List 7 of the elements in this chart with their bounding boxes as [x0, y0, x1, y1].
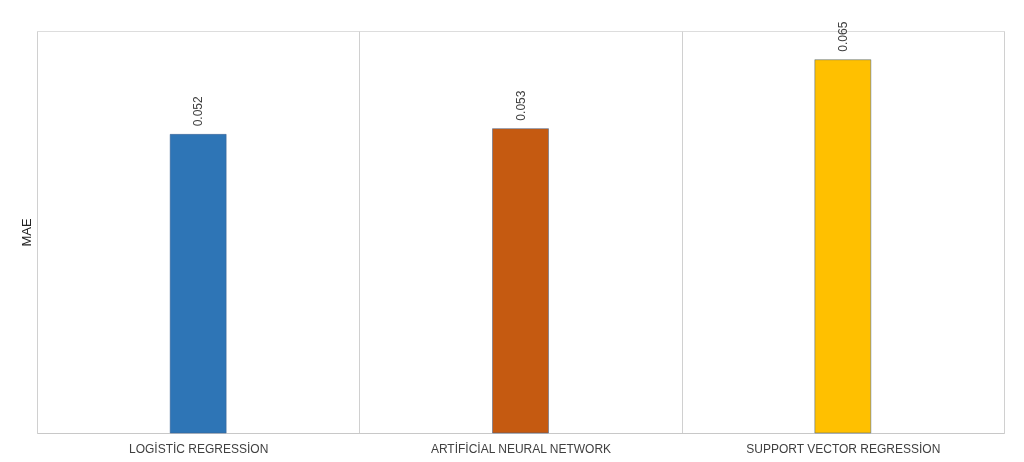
- x-tick-label: SUPPORT VECTOR REGRESSİON: [746, 441, 941, 456]
- x-tick-label: ARTİFİCİAL NEURAL NETWORK: [430, 441, 612, 456]
- data-label: 0.052: [191, 96, 206, 127]
- x-tick-label: LOGİSTİC REGRESSİON: [128, 441, 269, 456]
- y-axis-title: MAE: [18, 218, 34, 247]
- data-label: 0.065: [835, 21, 850, 52]
- data-label: 0.053: [513, 90, 528, 121]
